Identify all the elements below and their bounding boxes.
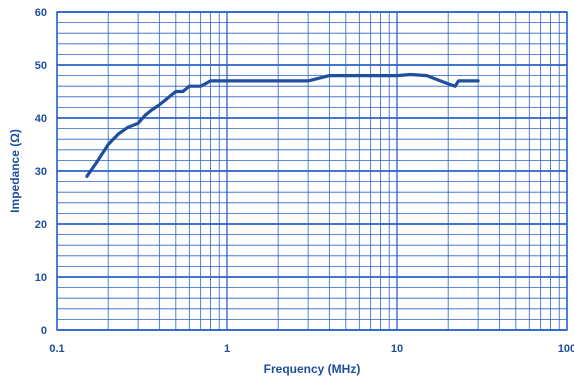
series-line-impedance	[85, 72, 480, 178]
x-tick-label: 1	[224, 343, 230, 355]
y-tick-label: 20	[35, 219, 47, 231]
x-axis-label: Frequency (MHz)	[264, 362, 361, 376]
major-gridlines	[56, 11, 568, 331]
y-tick-label: 30	[35, 166, 47, 178]
x-tick-label: 10	[391, 343, 403, 355]
x-tick-labels: 0.1 1 10 100	[49, 343, 574, 355]
y-tick-label: 60	[35, 7, 47, 19]
y-tick-labels: 0 10 20 30 40 50 60	[35, 7, 47, 337]
x-tick-label: 100	[558, 343, 574, 355]
y-tick-label: 50	[35, 60, 47, 72]
y-axis-label: Impedance (Ω)	[8, 129, 22, 213]
plot-border	[56, 11, 568, 331]
x-tick-label: 0.1	[49, 343, 64, 355]
y-tick-label: 10	[35, 272, 47, 284]
y-tick-label: 40	[35, 113, 47, 125]
y-tick-label: 0	[41, 325, 47, 337]
